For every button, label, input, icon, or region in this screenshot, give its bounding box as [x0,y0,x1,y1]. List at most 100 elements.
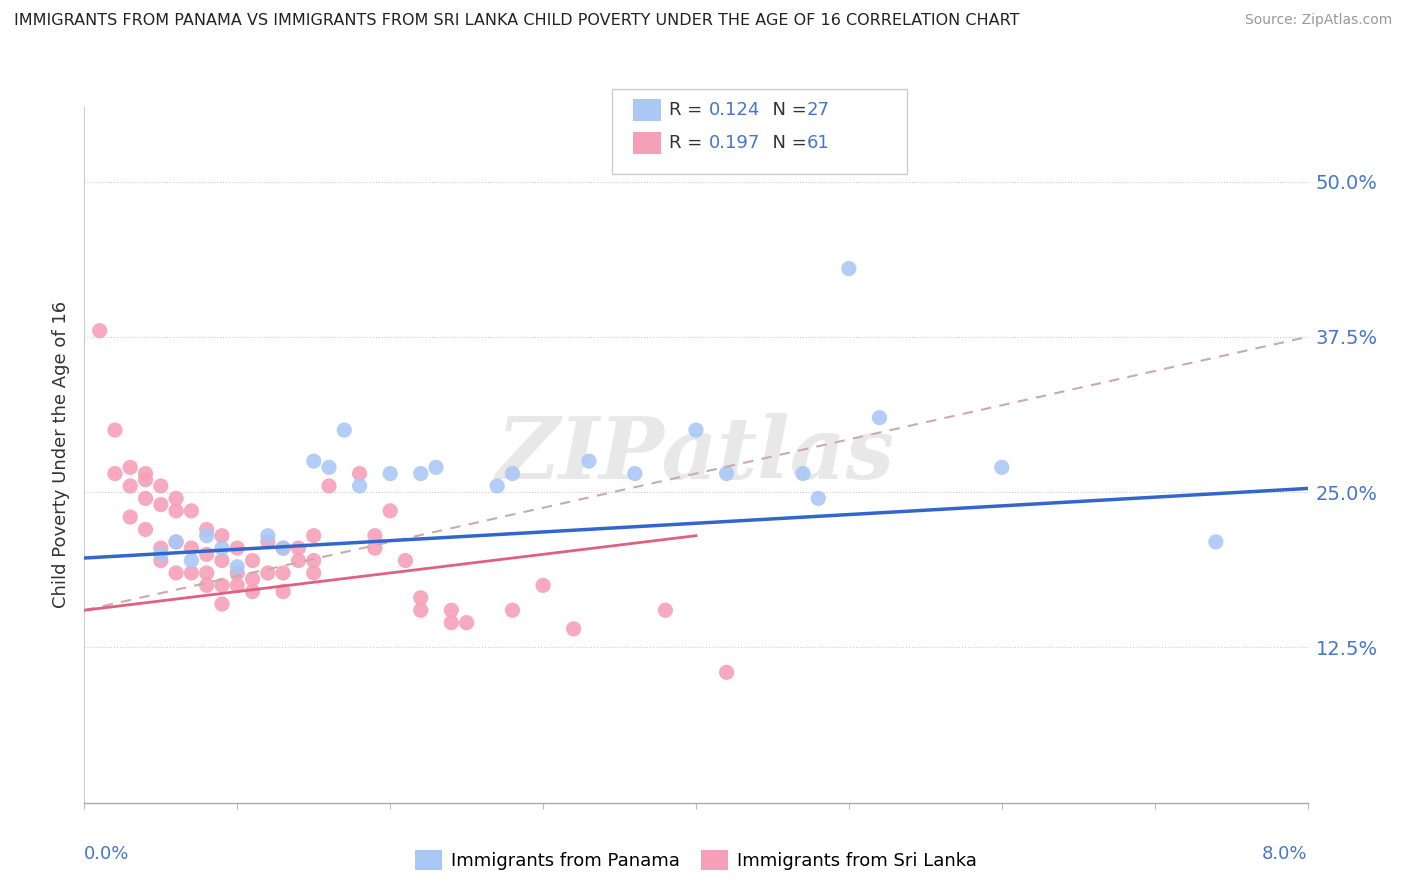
Point [257,566,280,580]
Text: 0.124: 0.124 [709,101,761,119]
Point [195,523,218,537]
Point [869,410,891,425]
Point [89,324,111,338]
Point [364,529,387,543]
Point [226,566,249,580]
Legend: Immigrants from Panama, Immigrants from Sri Lanka: Immigrants from Panama, Immigrants from … [408,843,984,877]
Point [380,504,402,518]
Point [120,479,142,493]
Point [242,553,264,567]
Point [486,479,509,493]
Point [180,541,202,555]
Point [578,454,600,468]
Text: Source: ZipAtlas.com: Source: ZipAtlas.com [1244,13,1392,28]
Point [195,578,218,592]
Point [211,578,233,592]
Point [624,467,647,481]
Point [349,479,371,493]
Text: R =: R = [669,134,709,152]
Point [120,460,142,475]
Point [1205,535,1227,549]
Point [165,535,187,549]
Point [226,559,249,574]
Point [149,498,172,512]
Point [380,467,402,481]
Point [409,603,432,617]
Point [195,547,218,561]
Point [302,529,325,543]
Point [104,423,127,437]
Point [287,541,309,555]
Point [792,467,814,481]
Point [456,615,478,630]
Point [242,572,264,586]
Point [318,479,340,493]
Point [165,491,187,506]
Point [302,553,325,567]
Point [685,423,707,437]
Point [302,566,325,580]
Point [195,529,218,543]
Point [440,615,463,630]
Point [135,467,157,481]
Point [165,504,187,518]
Point [501,603,523,617]
Point [501,467,523,481]
Point [440,603,463,617]
Text: IMMIGRANTS FROM PANAMA VS IMMIGRANTS FROM SRI LANKA CHILD POVERTY UNDER THE AGE : IMMIGRANTS FROM PANAMA VS IMMIGRANTS FRO… [14,13,1019,29]
Point [531,578,554,592]
Point [135,523,157,537]
Point [807,491,830,506]
Point [990,460,1012,475]
Point [257,529,280,543]
Point [271,541,294,555]
Point [180,504,202,518]
Point [287,553,309,567]
Point [716,665,738,680]
Point [226,578,249,592]
Point [149,553,172,567]
Point [165,566,187,580]
Point [302,454,325,468]
Point [120,510,142,524]
Point [211,597,233,611]
Point [211,553,233,567]
Point [271,566,294,580]
Point [562,622,585,636]
Text: 61: 61 [807,134,830,152]
Point [394,553,416,567]
Point [211,541,233,555]
Point [149,547,172,561]
Point [257,535,280,549]
Point [364,541,387,555]
Point [333,423,356,437]
Point [838,261,860,276]
Point [180,566,202,580]
Point [654,603,676,617]
Point [409,467,432,481]
Point [425,460,447,475]
Text: R =: R = [669,101,709,119]
Point [149,541,172,555]
Point [104,467,127,481]
Point [226,541,249,555]
Point [271,541,294,555]
Text: 0.197: 0.197 [709,134,761,152]
Point [716,467,738,481]
Point [271,584,294,599]
Point [195,566,218,580]
Text: ZIPatlas: ZIPatlas [496,413,896,497]
Text: N =: N = [761,101,813,119]
Point [409,591,432,605]
Text: 0.0%: 0.0% [84,845,129,863]
Point [242,584,264,599]
Text: 27: 27 [807,101,830,119]
Point [211,529,233,543]
Point [135,473,157,487]
Point [135,491,157,506]
Y-axis label: Child Poverty Under the Age of 16: Child Poverty Under the Age of 16 [52,301,70,608]
Point [180,553,202,567]
Text: 8.0%: 8.0% [1263,845,1308,863]
Text: N =: N = [761,134,813,152]
Point [149,479,172,493]
